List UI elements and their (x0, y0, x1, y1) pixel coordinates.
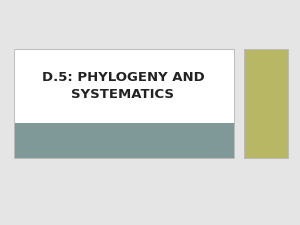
Bar (14, 123, 234, 158)
Bar (244, 50, 288, 158)
Bar (14, 50, 234, 158)
Text: D.5: PHYLOGENY AND
SYSTEMATICS: D.5: PHYLOGENY AND SYSTEMATICS (42, 71, 204, 101)
Bar (14, 50, 234, 123)
